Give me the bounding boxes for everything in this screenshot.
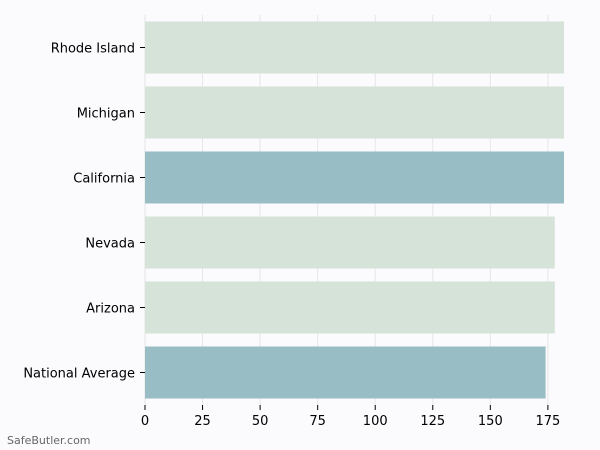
bar-california <box>145 151 564 204</box>
bar-arizona <box>145 281 555 334</box>
bar-nevada <box>145 216 555 269</box>
x-tick-label-0: 0 <box>141 414 149 429</box>
bars <box>145 21 564 399</box>
x-tick-label-100: 100 <box>363 414 388 429</box>
x-tick-label-25: 25 <box>194 414 211 429</box>
y-tick-label-rhode-island: Rhode Island <box>51 42 135 57</box>
bar-rhode-island <box>145 21 564 74</box>
axes: 0 25 50 75 100 125 150 175 Rhode Island Michigan C… <box>23 42 560 430</box>
y-tick-label-nevada: Nevada <box>85 237 135 252</box>
y-tick-label-arizona: Arizona <box>86 302 135 317</box>
y-tick-label-california: California <box>73 172 135 187</box>
bar-national-average <box>145 346 546 399</box>
x-tick-label-150: 150 <box>478 414 503 429</box>
x-tick-label-75: 75 <box>309 414 326 429</box>
x-tick-label-50: 50 <box>252 414 269 429</box>
x-tick-label-125: 125 <box>420 414 445 429</box>
y-tick-label-national-average: National Average <box>23 367 135 382</box>
grid-lines <box>144 15 549 405</box>
y-tick-label-michigan: Michigan <box>77 107 135 122</box>
bar-michigan <box>145 86 564 139</box>
watermark: SafeButler.com <box>7 434 91 447</box>
x-tick-label-175: 175 <box>535 414 560 429</box>
